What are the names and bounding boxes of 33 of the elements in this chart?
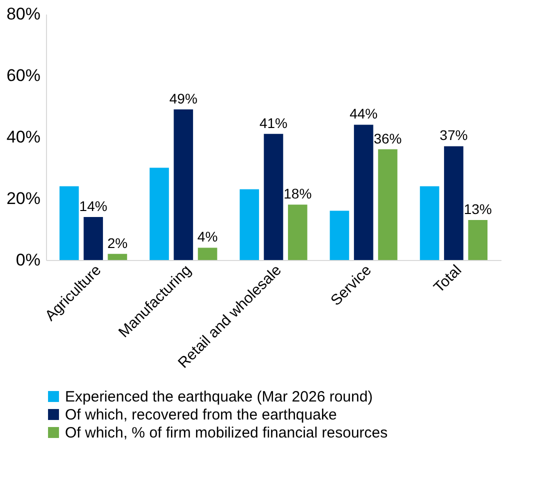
- legend-label: Of which, % of firm mobilized financial resources: [65, 424, 388, 442]
- data-label: 37%: [440, 127, 468, 144]
- bar: [264, 134, 284, 260]
- bar: [174, 109, 194, 260]
- data-label: 44%: [350, 106, 378, 122]
- y-tick-label: 80%: [6, 4, 40, 24]
- bar: [354, 124, 374, 260]
- bar: [288, 204, 308, 260]
- data-label: 18%: [284, 186, 312, 202]
- data-label: 13%: [464, 201, 492, 218]
- y-tick-label: 20%: [6, 189, 40, 208]
- bar: [84, 216, 103, 260]
- legend-label: Of which, recovered from the earthquake: [65, 406, 337, 424]
- bar: [378, 149, 398, 260]
- data-label: 14%: [79, 198, 108, 214]
- y-tick-label: 0%: [16, 250, 40, 270]
- bar: [150, 168, 169, 260]
- bar: [444, 146, 464, 260]
- data-label: 2%: [107, 234, 128, 251]
- bar: [330, 210, 350, 260]
- y-tick-label: 60%: [6, 66, 40, 85]
- bar: [240, 189, 260, 260]
- data-label: 49%: [169, 90, 198, 106]
- data-label: 36%: [374, 130, 402, 146]
- legend-label: Experienced the earthquake (Mar 2026 round): [65, 388, 373, 406]
- bar: [108, 254, 128, 260]
- data-label: 41%: [259, 114, 288, 131]
- data-label: 4%: [197, 228, 218, 245]
- bar: [420, 186, 440, 260]
- bar: [198, 248, 218, 260]
- bar: [468, 220, 488, 260]
- bar: [60, 186, 79, 260]
- y-tick-label: 40%: [6, 128, 40, 146]
